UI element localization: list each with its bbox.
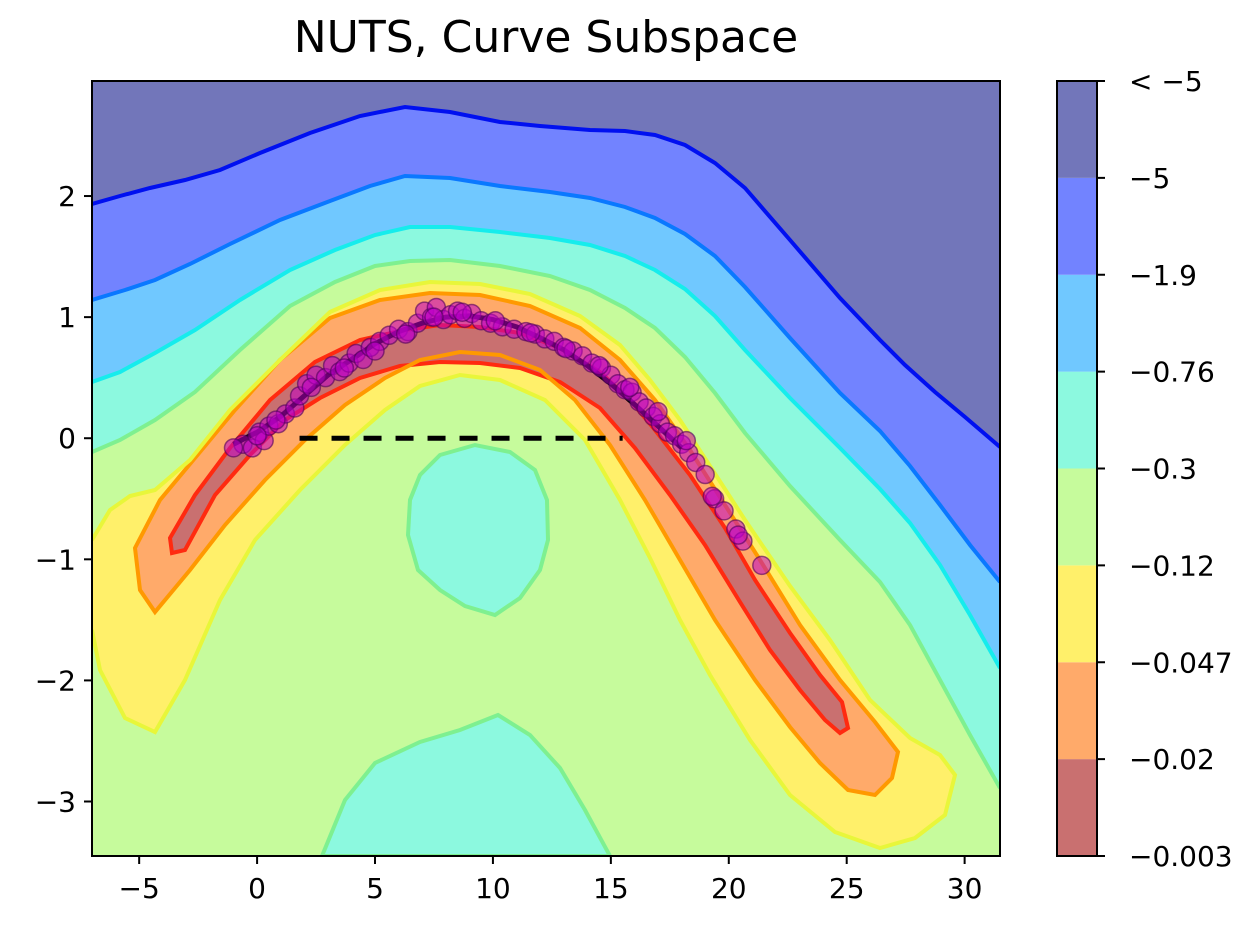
- y-tick-label: 0: [58, 422, 76, 455]
- contour-island-center: [405, 442, 551, 618]
- sample-point: [556, 338, 576, 359]
- contour-line-neg0-76: [92, 173, 1000, 584]
- colorbar-label: −1.9: [1129, 259, 1197, 292]
- contour-line-neg0-3: [92, 225, 1000, 669]
- sample-point: [520, 323, 541, 343]
- colorbar-label: −0.3: [1129, 453, 1197, 486]
- y-tick-label: 1: [58, 301, 76, 334]
- sample-point: [334, 358, 355, 378]
- colorbar-segment: [1057, 81, 1097, 178]
- sample-point: [752, 555, 772, 576]
- x-tick-label: 30: [947, 872, 983, 905]
- sample-point: [247, 426, 267, 446]
- contour-line-neg0-047: [92, 279, 958, 851]
- colorbar: < −5 −5 −1.9 −0.76 −0.3 −0.12 −0.047 −0.02 −0.00…: [1056, 65, 1233, 873]
- contour-line-neg0-02: [132, 290, 901, 798]
- colorbar-label: −0.003: [1129, 840, 1233, 873]
- sample-point: [424, 307, 444, 327]
- colorbar-label: < −5: [1129, 65, 1203, 98]
- sample-point: [301, 377, 322, 398]
- y-tick-label: −3: [35, 786, 76, 819]
- sample-point: [619, 377, 640, 398]
- y-tick-label: 2: [58, 180, 76, 213]
- y-tick-label: −1: [35, 543, 76, 576]
- colorbar-segment: [1057, 177, 1097, 275]
- sample-point: [395, 324, 416, 344]
- colorbar-segment: [1057, 274, 1097, 372]
- sample-point: [676, 430, 697, 451]
- contour-line-neg0-12: [92, 257, 1000, 789]
- contour-band-neg0-02: [170, 325, 848, 733]
- colorbar-segment: [1057, 662, 1097, 760]
- x-axis: −5 0 5 10 15 20 25 30: [119, 856, 983, 905]
- colorbar-label: −0.047: [1129, 646, 1233, 679]
- colorbar-segment: [1057, 759, 1097, 856]
- x-tick-label: 0: [248, 872, 266, 905]
- x-tick-label: 10: [475, 872, 511, 905]
- colorbar-segment: [1057, 468, 1097, 566]
- sample-point: [702, 486, 723, 507]
- contour-plot-area: [92, 81, 1000, 856]
- colorbar-label: −0.76: [1129, 356, 1215, 389]
- colorbar-segment: [1057, 371, 1097, 469]
- x-tick-label: 5: [366, 872, 384, 905]
- sample-point: [452, 302, 473, 323]
- sample-point: [365, 341, 385, 361]
- sample-point: [648, 401, 668, 422]
- sample-point: [728, 525, 748, 545]
- sample-point: [695, 464, 715, 485]
- chart-title: NUTS, Curve Subspace: [294, 12, 799, 63]
- x-tick-label: −5: [119, 872, 160, 905]
- x-tick-label: 15: [593, 872, 629, 905]
- y-axis: 2 1 0 −1 −2 −3: [35, 180, 92, 819]
- sample-point: [485, 311, 506, 331]
- sample-point: [266, 410, 286, 430]
- y-tick-label: −2: [35, 664, 76, 697]
- sample-point: [589, 355, 609, 376]
- contour-band-neg0-047: [135, 293, 898, 795]
- colorbar-label: −0.12: [1129, 549, 1215, 582]
- colorbar-label: −0.02: [1129, 743, 1215, 776]
- plot-frame: [91, 80, 1001, 857]
- sample-point: [714, 501, 734, 521]
- x-tick-label: 25: [829, 872, 865, 905]
- colorbar-segment: [1057, 565, 1097, 663]
- sample-point: [223, 438, 244, 458]
- colorbar-label: −5: [1129, 162, 1170, 195]
- contour-island-bottom: [319, 712, 613, 856]
- contour-line-neg1-9: [92, 104, 1000, 449]
- x-tick-label: 20: [711, 872, 747, 905]
